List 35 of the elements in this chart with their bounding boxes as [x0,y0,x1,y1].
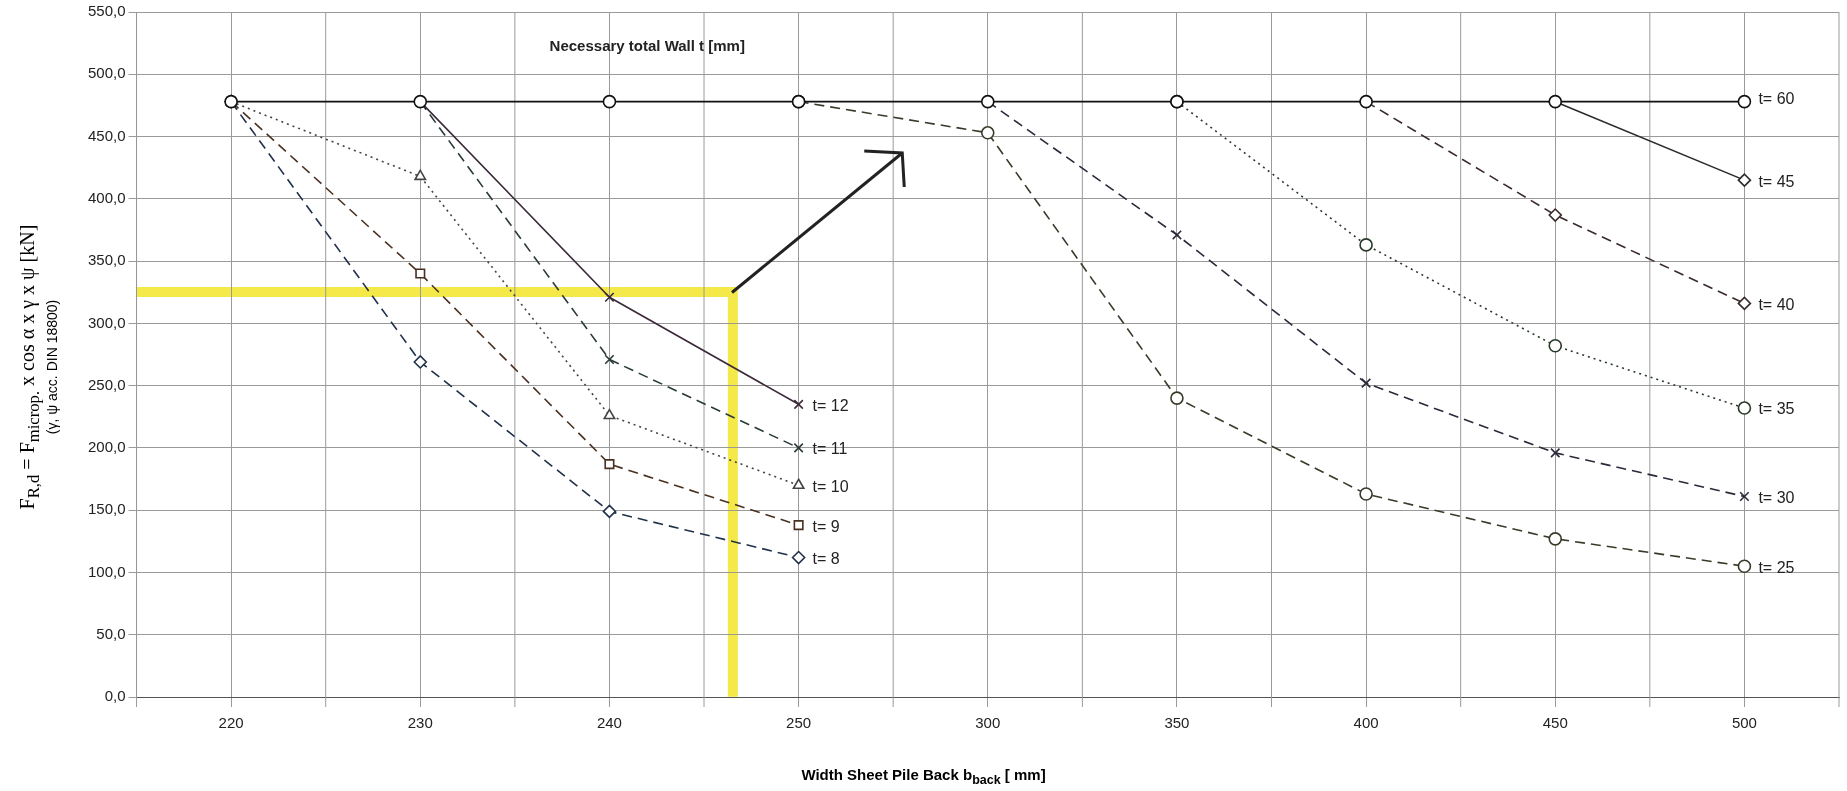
series-label: t= 35 [1758,400,1795,418]
x-tick-label: 300 [975,714,1001,732]
series-label: t= 60 [1758,90,1795,108]
x-tick-label: 500 [1731,714,1757,732]
y-tick-label: 450,0 [87,126,126,144]
series-label: t= 45 [1758,172,1795,190]
text: (γ, ψ acc. DIN 18800) [44,298,60,437]
y-tick-label: 50,0 [96,624,126,642]
x-tick-label: 250 [786,714,812,732]
y-tick-label: 250,0 [87,375,126,393]
x-tick-label: 230 [407,714,433,732]
y-tick-label: 200,0 [87,438,126,456]
x-axis-title: Width Sheet Pile Back b$_{back}$ [ mm] [800,766,1047,787]
series-label: t= 9 [812,517,840,535]
y-tick-label: 0,0 [104,687,126,705]
x-tick-label: 240 [596,714,622,732]
y-tick-label: 550,0 [87,2,126,20]
y-tick-label: 350,0 [87,251,126,269]
text: Necessary total Wall t [mm] [549,37,745,55]
series-label: t= 8 [812,549,840,567]
series-label: t= 11 [812,440,848,458]
series-label: t= 30 [1758,488,1795,506]
x-tick-label: 350 [1164,714,1190,732]
series-label: t= 25 [1758,558,1795,576]
x-tick-label: 400 [1353,714,1379,732]
series-label: t= 40 [1758,295,1795,313]
y-tick-label: 300,0 [87,313,126,331]
y-tick-label: 150,0 [87,500,126,518]
y-tick-label: 400,0 [87,188,126,206]
x-tick-label: 220 [218,714,244,732]
y-tick-label: 100,0 [87,562,126,580]
y-tick-label: 500,0 [87,64,126,82]
x-tick-label: 450 [1542,714,1568,732]
series-label: t= 10 [812,477,849,495]
series-label: t= 12 [812,396,849,414]
